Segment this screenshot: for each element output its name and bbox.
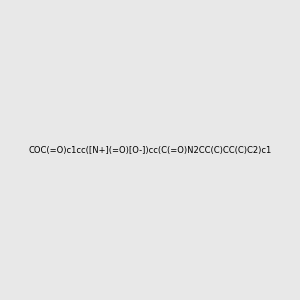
Text: COC(=O)c1cc([N+](=O)[O-])cc(C(=O)N2CC(C)CC(C)C2)c1: COC(=O)c1cc([N+](=O)[O-])cc(C(=O)N2CC(C)… xyxy=(28,146,272,154)
